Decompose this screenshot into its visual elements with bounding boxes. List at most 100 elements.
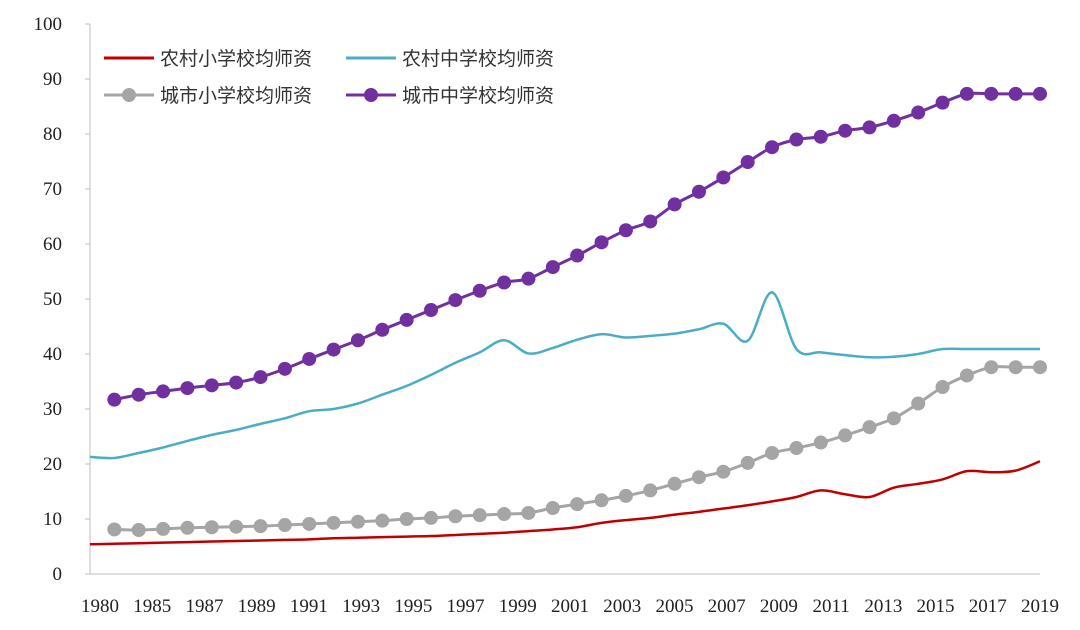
data-point-urban-middle: [618, 223, 633, 238]
data-point-urban-middle: [521, 271, 536, 286]
data-point-urban-middle: [691, 184, 706, 199]
data-point-urban-primary: [229, 519, 244, 534]
data-point-urban-primary: [1033, 360, 1047, 375]
data-point-urban-primary: [107, 522, 122, 537]
data-point-urban-primary: [911, 396, 926, 411]
y-tick-label: 40: [43, 344, 62, 365]
data-point-urban-middle: [984, 86, 999, 101]
x-tick-label: 2017: [969, 596, 1007, 617]
data-point-urban-primary: [326, 515, 341, 530]
data-point-urban-middle: [765, 140, 780, 155]
x-tick-label: 2001: [551, 596, 589, 617]
data-point-urban-primary: [740, 455, 755, 470]
data-point-urban-primary: [570, 497, 585, 512]
data-point-urban-middle: [545, 260, 560, 275]
data-point-urban-middle: [472, 283, 487, 298]
x-tick-label: 1991: [290, 596, 328, 617]
data-point-urban-primary: [131, 523, 146, 537]
data-point-urban-primary: [691, 470, 706, 485]
data-point-urban-middle: [1008, 86, 1023, 101]
data-point-urban-primary: [618, 488, 633, 503]
data-point-urban-primary: [253, 519, 268, 534]
data-point-urban-primary: [594, 493, 609, 508]
series-line-rural-middle: [89, 291, 1040, 460]
data-point-urban-primary: [204, 520, 219, 535]
data-point-urban-primary: [545, 501, 560, 515]
x-tick-label: 1987: [185, 596, 223, 617]
data-point-urban-middle: [302, 351, 317, 366]
data-point-urban-middle: [277, 361, 292, 376]
data-point-urban-primary: [180, 520, 195, 535]
data-point-urban-middle: [156, 384, 171, 399]
data-point-urban-middle: [643, 214, 658, 229]
legend-label-rural-middle: 农村中学校均师资: [402, 48, 554, 70]
legend-marker-urban-primary: [122, 88, 136, 102]
data-point-urban-primary: [277, 518, 292, 533]
y-tick-label: 90: [43, 69, 62, 90]
data-point-urban-primary: [424, 510, 439, 525]
data-point-urban-primary: [497, 507, 512, 522]
y-tick-label: 80: [43, 124, 62, 145]
x-tick-label: 2013: [864, 596, 902, 617]
x-tick-label: 1989: [238, 596, 276, 617]
data-point-urban-primary: [448, 509, 463, 524]
x-tick-label: 2007: [708, 596, 746, 617]
data-point-urban-primary: [375, 513, 390, 528]
data-point-urban-primary: [959, 368, 974, 383]
data-point-urban-primary: [472, 508, 487, 523]
x-tick-label: 2009: [760, 596, 798, 617]
data-point-urban-primary: [399, 512, 414, 526]
data-point-urban-primary: [1008, 360, 1023, 375]
data-point-urban-middle: [740, 155, 755, 170]
data-point-urban-primary: [838, 428, 853, 443]
x-tick-label: 1985: [133, 596, 171, 617]
data-point-urban-middle: [399, 312, 414, 327]
data-point-urban-middle: [789, 132, 804, 147]
data-point-urban-primary: [643, 483, 658, 498]
data-point-urban-primary: [813, 435, 828, 450]
data-point-urban-middle: [204, 378, 219, 393]
data-point-urban-primary: [521, 505, 536, 520]
legend-label-rural-primary: 农村小学校均师资: [160, 48, 312, 70]
data-point-urban-middle: [229, 375, 244, 390]
data-point-urban-primary: [789, 441, 804, 456]
y-tick-label: 30: [43, 399, 62, 420]
x-tick-label: 1997: [447, 596, 485, 617]
data-point-urban-middle: [935, 95, 950, 110]
y-tick-label: 10: [43, 509, 62, 530]
data-point-urban-middle: [838, 123, 853, 138]
y-tick-label: 70: [43, 179, 62, 200]
data-point-urban-middle: [107, 392, 122, 407]
data-point-urban-middle: [180, 381, 195, 396]
data-point-urban-middle: [886, 113, 901, 128]
x-tick-label: 2003: [603, 596, 641, 617]
x-tick-label: 2019: [1021, 596, 1059, 617]
x-tick-label: 1995: [394, 596, 432, 617]
y-tick-label: 60: [43, 234, 62, 255]
y-tick-label: 100: [34, 14, 63, 35]
data-point-urban-middle: [570, 248, 585, 263]
data-point-urban-middle: [350, 333, 365, 348]
x-tick-label: 1993: [342, 596, 380, 617]
data-point-urban-middle: [131, 387, 146, 402]
data-point-urban-middle: [497, 275, 512, 290]
data-point-urban-middle: [959, 86, 974, 101]
data-point-urban-middle: [716, 170, 731, 185]
series-line-rural-primary: [89, 460, 1041, 546]
data-point-urban-primary: [984, 360, 999, 375]
data-point-urban-middle: [326, 342, 341, 357]
y-tick-label: 50: [43, 289, 62, 310]
data-point-urban-middle: [1033, 86, 1047, 101]
x-tick-label: 2005: [655, 596, 693, 617]
data-point-urban-primary: [302, 516, 317, 531]
x-tick-label: 1980: [81, 596, 119, 617]
data-point-urban-primary: [350, 514, 365, 529]
data-point-urban-middle: [253, 370, 268, 385]
data-point-urban-primary: [765, 446, 780, 460]
data-point-urban-middle: [911, 105, 926, 120]
data-point-urban-primary: [667, 476, 682, 491]
legend-label-urban-middle: 城市中学校均师资: [402, 85, 554, 107]
data-point-urban-primary: [716, 464, 731, 479]
